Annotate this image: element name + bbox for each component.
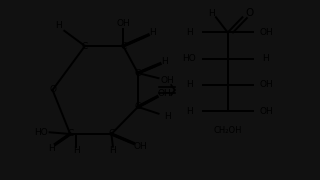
Text: H: H xyxy=(48,144,54,153)
Text: C: C xyxy=(108,129,115,138)
Text: H: H xyxy=(186,107,193,116)
Text: OH: OH xyxy=(134,142,148,151)
Text: H: H xyxy=(164,112,171,121)
Text: C: C xyxy=(82,42,88,51)
Text: HO: HO xyxy=(34,128,48,137)
Text: H: H xyxy=(73,146,79,155)
Text: O: O xyxy=(246,8,254,18)
Text: H: H xyxy=(161,57,168,66)
Text: H: H xyxy=(55,21,62,30)
Text: OH: OH xyxy=(161,76,174,85)
Text: OH: OH xyxy=(259,107,273,116)
Text: OH: OH xyxy=(157,89,171,98)
Text: H: H xyxy=(208,8,215,17)
Text: C: C xyxy=(135,102,141,111)
Text: OH: OH xyxy=(259,80,273,89)
Text: H: H xyxy=(149,28,156,37)
Text: H: H xyxy=(109,146,116,155)
Text: OH: OH xyxy=(116,19,130,28)
Text: C: C xyxy=(67,129,73,138)
Text: H: H xyxy=(186,28,193,37)
Text: CH₂OH: CH₂OH xyxy=(213,126,242,135)
Text: H: H xyxy=(263,54,269,63)
Text: HO: HO xyxy=(183,54,196,63)
Text: H: H xyxy=(186,80,193,89)
Text: OH: OH xyxy=(259,28,273,37)
Text: O: O xyxy=(49,86,56,94)
Text: C: C xyxy=(120,42,126,51)
Text: C: C xyxy=(135,69,141,78)
